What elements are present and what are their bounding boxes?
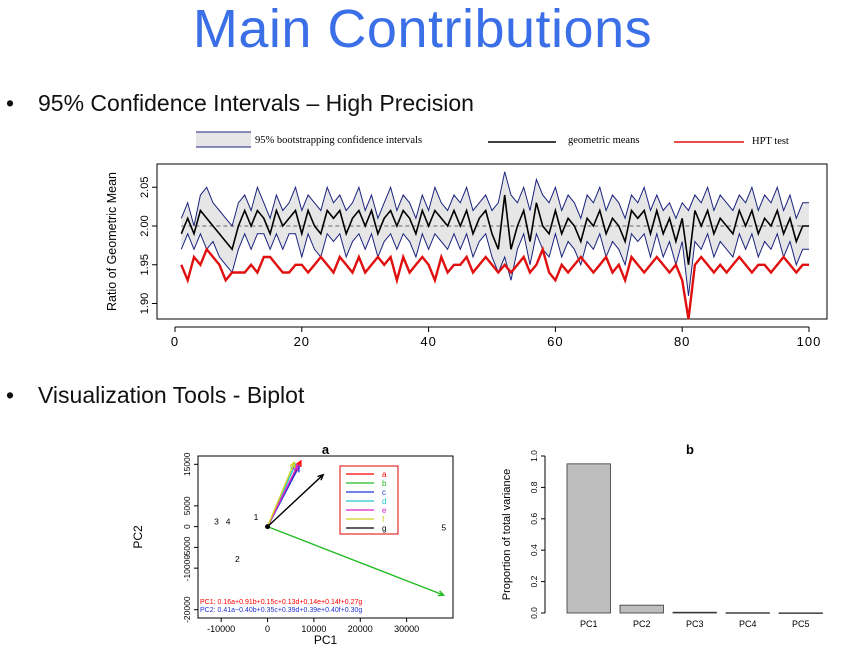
y-axis-label: PC2 — [131, 525, 145, 549]
observation-label: 1 — [254, 512, 259, 522]
bar-PC2 — [619, 604, 664, 614]
bar-PC5 — [778, 612, 823, 614]
bar-PC4 — [725, 612, 770, 614]
legend-label-band: 95% bootstrapping confidence intervals — [255, 135, 422, 146]
y-tick-label: 2.05 — [139, 177, 151, 198]
y-tick-label: -20000 — [182, 596, 192, 623]
origin-point — [265, 524, 271, 530]
loading-arrow-f — [266, 461, 296, 527]
series-upper-line — [180, 171, 809, 228]
legend-label-a: a — [382, 470, 387, 479]
y-tick-label: 0.0 — [529, 607, 539, 619]
variance-bar-chart: b PC1 PC2 PC3 PC4 PC5 0.0 0.2 0.4 0.6 0.8 1.0 Propor… — [501, 442, 823, 629]
bullet-text: 95% Confidence Intervals – High Precisio… — [38, 90, 474, 116]
x-tick-label: 40 — [420, 334, 436, 348]
y-tick-label: -10000 — [182, 555, 192, 582]
x-tick-label: 20 — [294, 334, 310, 348]
bar-chart-title: b — [686, 442, 694, 457]
loading-arrowhead-g — [317, 473, 325, 481]
pc-equation-2: PC2: 0.41a−0.40b+0.35c+0.39d+0.39e+0.40f… — [200, 607, 362, 614]
bar-category-label: PC3 — [686, 619, 704, 629]
y-tick-label: 15000 — [182, 452, 192, 476]
bullet-glyph: • — [6, 382, 15, 408]
bar-category-label: PC4 — [739, 619, 757, 629]
bar-category-label: PC2 — [633, 619, 651, 629]
y-tick-label: 0.4 — [529, 544, 539, 556]
x-tick-label: 60 — [547, 334, 563, 348]
legend-label-hpt: HPT test — [752, 136, 789, 147]
y-tick-label: 1.95 — [139, 254, 151, 275]
loading-arrow-g — [267, 474, 324, 528]
y-tick-label: 1.0 — [529, 450, 539, 462]
legend-label-d: d — [382, 497, 386, 506]
confidence-band — [181, 171, 810, 296]
bar-category-label: PC1 — [580, 619, 598, 629]
x-tick-label: 0 — [171, 334, 179, 348]
plot-frame — [156, 163, 828, 320]
bar-category-label: PC5 — [792, 619, 810, 629]
x-tick-label: 10000 — [301, 624, 326, 634]
series-hpt-line — [180, 245, 809, 320]
x-tick-label: 100 — [797, 334, 822, 348]
y-tick-label: 0.6 — [529, 513, 539, 525]
x-tick-label: 30000 — [394, 624, 419, 634]
loading-legend-box — [339, 465, 399, 535]
legend-label-b: b — [382, 479, 387, 488]
pc-equation-1: PC1: 0.16a+0.91b+0.15c+0.13d+0.14e+0.14f… — [200, 599, 362, 606]
loading-arrowhead-a — [295, 459, 302, 468]
y-tick-label: 5000 — [182, 496, 192, 515]
x-axis-label: PC1 — [314, 633, 338, 647]
loading-arrow-b — [267, 525, 444, 596]
y-tick-label: 0.8 — [529, 481, 539, 493]
loading-arrowhead-b — [437, 590, 446, 597]
x-tick-label: 20000 — [348, 624, 373, 634]
y-axis-label: Ratio of Geometric Mean — [105, 172, 119, 311]
legend-label-f: f — [382, 515, 385, 524]
bullet-glyph: • — [6, 90, 15, 116]
observation-label: 3 — [214, 516, 219, 526]
y-tick-label: -5000 — [182, 536, 192, 558]
x-tick-label: 80 — [674, 334, 690, 348]
observation-label: 2 — [235, 554, 240, 564]
observation-label: 5 — [441, 523, 446, 533]
bar-PC3 — [672, 611, 717, 614]
bullet-text: Visualization Tools - Biplot — [38, 382, 305, 408]
legend-label-g: g — [382, 524, 386, 533]
y-tick-label: 0 — [182, 524, 192, 529]
series-mean-line — [180, 194, 809, 265]
y-tick-label: 0.2 — [529, 575, 539, 587]
slide-title: Main Contributions — [192, 0, 653, 59]
legend-label-c: c — [382, 488, 386, 497]
y-tick-label: 1.90 — [139, 293, 151, 314]
legend-swatch-band — [196, 132, 251, 147]
y-tick-label: 2.00 — [139, 215, 151, 236]
y-axis-label: Proportion of total variance — [501, 469, 513, 600]
bullet-confidence-intervals: • 95% Confidence Intervals – High Precisi… — [6, 90, 474, 117]
x-tick-label: 0 — [265, 624, 270, 634]
legend-label-e: e — [382, 506, 387, 515]
confidence-interval-chart: 95% bootstrapping confidence intervals ge… — [105, 131, 828, 348]
legend-label-mean: geometric means — [568, 135, 639, 146]
loading-arrowhead-f — [289, 460, 296, 469]
biplot-frame — [197, 455, 454, 619]
x-tick-label: -10000 — [207, 624, 235, 634]
bar-PC1 — [566, 463, 611, 614]
observation-label: 4 — [226, 516, 231, 526]
series-lower-line — [180, 231, 809, 296]
biplot-title: a — [322, 442, 330, 457]
bullet-visualization-tools: • Visualization Tools - Biplot — [6, 382, 304, 409]
